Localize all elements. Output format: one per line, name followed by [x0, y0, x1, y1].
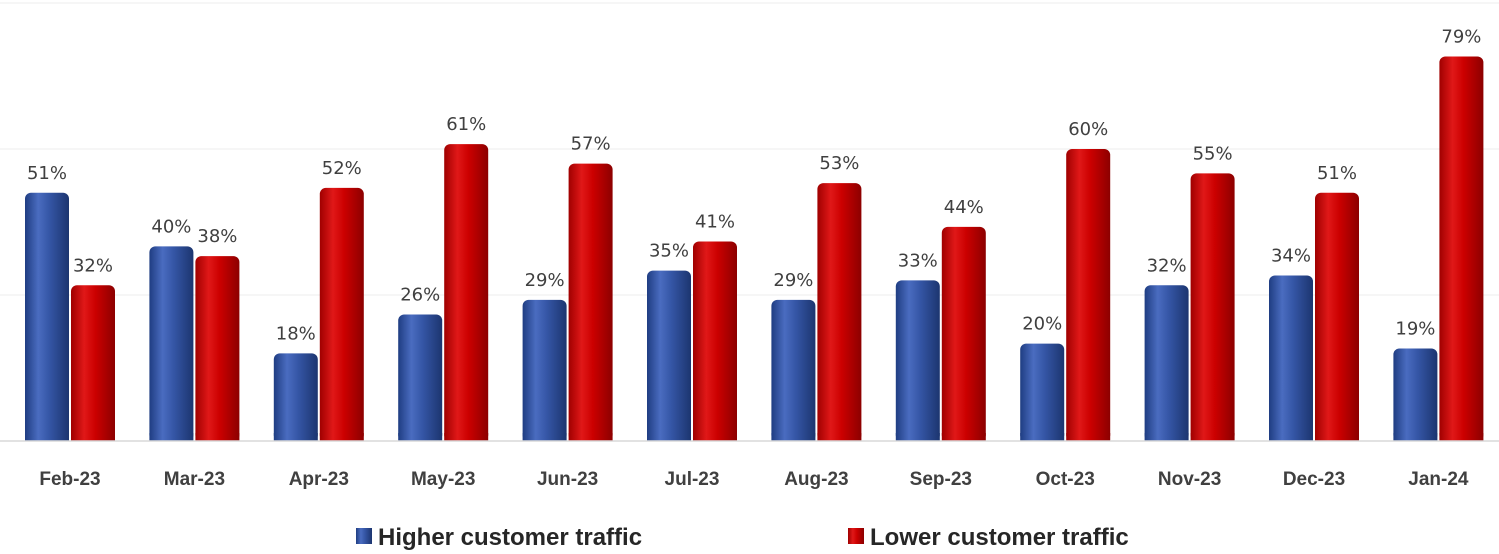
bar-base	[1315, 433, 1359, 441]
bar-base	[817, 433, 861, 441]
data-label: 52%	[322, 158, 362, 179]
lower-traffic-legend-label: Lower customer traffic	[870, 524, 1129, 551]
data-label: 19%	[1395, 319, 1435, 340]
higher-traffic-bar-apr-23	[274, 353, 318, 441]
x-tick-label: Oct-23	[1036, 469, 1095, 490]
bar-base	[1439, 433, 1483, 441]
x-tick-label: May-23	[411, 469, 475, 490]
data-label: 53%	[819, 153, 859, 174]
data-label: 40%	[151, 216, 191, 237]
lower-traffic-bar-may-23	[444, 144, 488, 441]
x-tick-label: Aug-23	[784, 469, 848, 490]
higher-traffic-bar-mar-23	[149, 246, 193, 441]
bar-base	[1393, 433, 1437, 441]
lower-traffic-bar-aug-23	[817, 183, 861, 441]
x-tick-label: Apr-23	[289, 469, 349, 490]
x-tick-label: Jul-23	[665, 469, 720, 490]
lower-traffic-bar-mar-23	[195, 256, 239, 441]
bar-base	[320, 433, 364, 441]
bar-base	[647, 433, 691, 441]
x-tick-label: Jun-23	[537, 469, 598, 490]
data-label: 34%	[1271, 246, 1311, 267]
lower-traffic-bar-jul-23	[693, 241, 737, 441]
bar-base	[771, 433, 815, 441]
lower-traffic-bar-dec-23	[1315, 193, 1359, 441]
data-label: 60%	[1068, 119, 1108, 140]
lower-traffic-bar-apr-23	[320, 188, 364, 441]
bar-base	[274, 433, 318, 441]
data-label: 51%	[27, 163, 67, 184]
bar-base	[942, 433, 986, 441]
data-label: 33%	[898, 250, 938, 271]
data-label: 32%	[73, 255, 113, 276]
data-label: 51%	[1317, 163, 1357, 184]
lower-traffic-bar-nov-23	[1191, 173, 1235, 441]
bar-base	[25, 433, 69, 441]
higher-traffic-bar-may-23	[398, 314, 442, 441]
bar-base	[1145, 433, 1189, 441]
bar-base	[1269, 433, 1313, 441]
data-label: 18%	[276, 323, 316, 344]
bar-base	[195, 433, 239, 441]
higher-traffic-bar-aug-23	[771, 300, 815, 441]
bar-base	[1066, 433, 1110, 441]
x-tick-label: Nov-23	[1158, 469, 1221, 490]
lower-traffic-bar-jan-24	[1439, 57, 1483, 441]
higher-traffic-bar-jun-23	[523, 300, 567, 441]
data-label: 41%	[695, 211, 735, 232]
data-label: 57%	[571, 134, 611, 155]
bar-base	[1020, 433, 1064, 441]
lower-traffic-bar-sep-23	[942, 227, 986, 441]
bar-base	[444, 433, 488, 441]
higher-traffic-bar-oct-23	[1020, 344, 1064, 441]
higher-traffic-bar-jul-23	[647, 271, 691, 441]
data-label: 29%	[773, 270, 813, 291]
bar-base	[149, 433, 193, 441]
data-label: 55%	[1193, 143, 1233, 164]
x-tick-label: Jan-24	[1408, 469, 1469, 490]
x-tick-label: Feb-23	[39, 469, 100, 490]
data-label: 38%	[197, 226, 237, 247]
data-label: 20%	[1022, 314, 1062, 335]
bar-base	[71, 433, 115, 441]
x-tick-label: Sep-23	[910, 469, 972, 490]
higher-traffic-bar-jan-24	[1393, 349, 1437, 441]
lower-traffic-bar-feb-23	[71, 285, 115, 441]
data-label: 26%	[400, 284, 440, 305]
higher-traffic-bar-nov-23	[1145, 285, 1189, 441]
x-tick-label: Mar-23	[164, 469, 225, 490]
lower-traffic-bar-jun-23	[569, 164, 613, 441]
bar-base	[398, 433, 442, 441]
data-label: 44%	[944, 197, 984, 218]
bar-base	[569, 433, 613, 441]
higher-traffic-legend-label: Higher customer traffic	[378, 524, 642, 551]
higher-traffic-bar-dec-23	[1269, 276, 1313, 441]
bar-base	[693, 433, 737, 441]
data-label: 32%	[1147, 255, 1187, 276]
higher-traffic-bar-sep-23	[896, 280, 940, 441]
data-label: 61%	[446, 114, 486, 135]
data-label: 35%	[649, 241, 689, 262]
higher-traffic-bar-feb-23	[25, 193, 69, 441]
lower-traffic-bar-oct-23	[1066, 149, 1110, 441]
data-label: 29%	[525, 270, 565, 291]
bar-base	[1191, 433, 1235, 441]
data-label: 79%	[1441, 27, 1481, 48]
x-tick-label: Dec-23	[1283, 469, 1345, 490]
higher-traffic-legend-swatch	[356, 528, 372, 544]
bar-base	[896, 433, 940, 441]
lower-traffic-legend-swatch	[848, 528, 864, 544]
bar-base	[523, 433, 567, 441]
